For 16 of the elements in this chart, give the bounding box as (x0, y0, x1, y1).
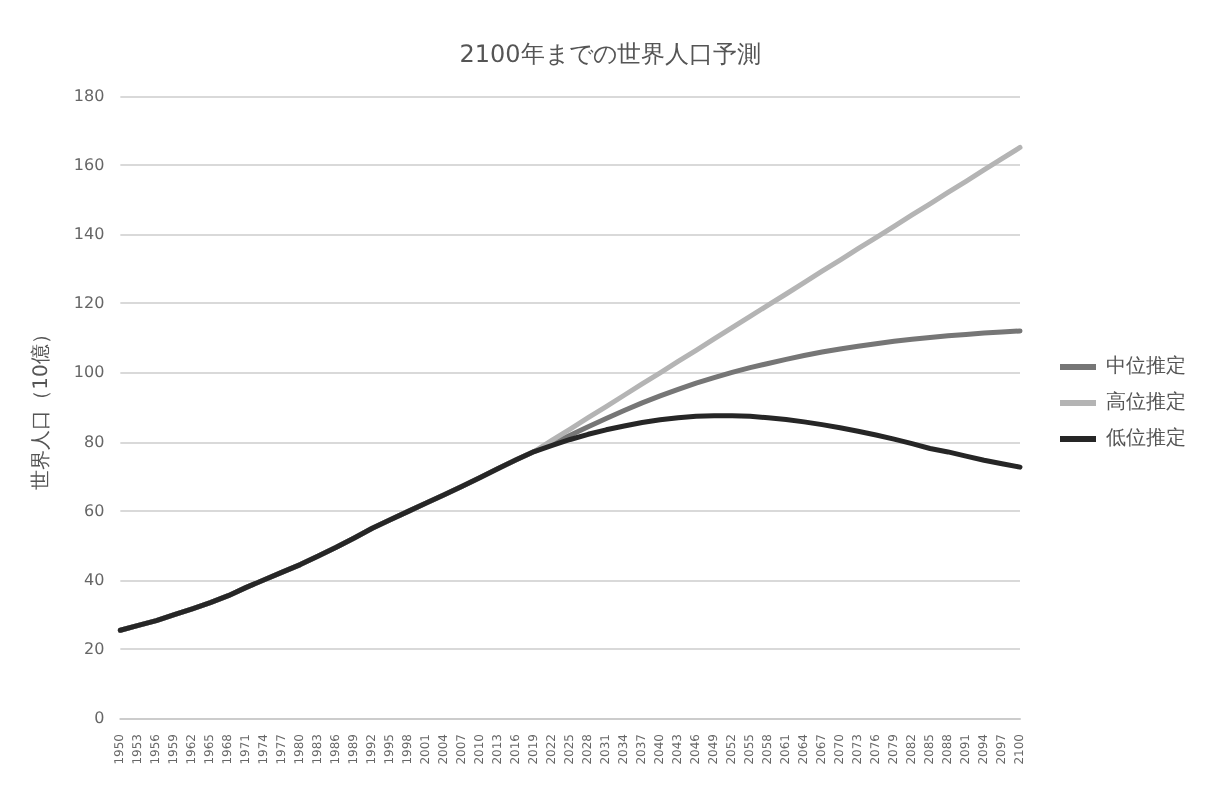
y-tick-label: 180 (73, 87, 105, 105)
chart-title: 2100年までの世界人口予測 (459, 40, 761, 68)
legend-label: 低位推定 (1106, 426, 1186, 450)
legend-label: 中位推定 (1106, 354, 1186, 378)
y-tick-label: 0 (94, 709, 105, 727)
y-tick-label: 160 (73, 156, 105, 175)
y-tick-label: 80 (83, 432, 105, 451)
y-tick-label: 120 (73, 294, 105, 313)
y-tick-label: 20 (83, 639, 105, 658)
y-axis-title: 世界人口（10億） (29, 324, 53, 490)
line-series (117, 413, 1023, 633)
y-tick-label: 100 (73, 363, 105, 382)
legend-label: 高位推定 (1106, 390, 1186, 414)
y-tick-label: 140 (73, 225, 105, 244)
y-tick-label: 60 (83, 501, 105, 520)
y-tick-label: 40 (83, 570, 105, 589)
